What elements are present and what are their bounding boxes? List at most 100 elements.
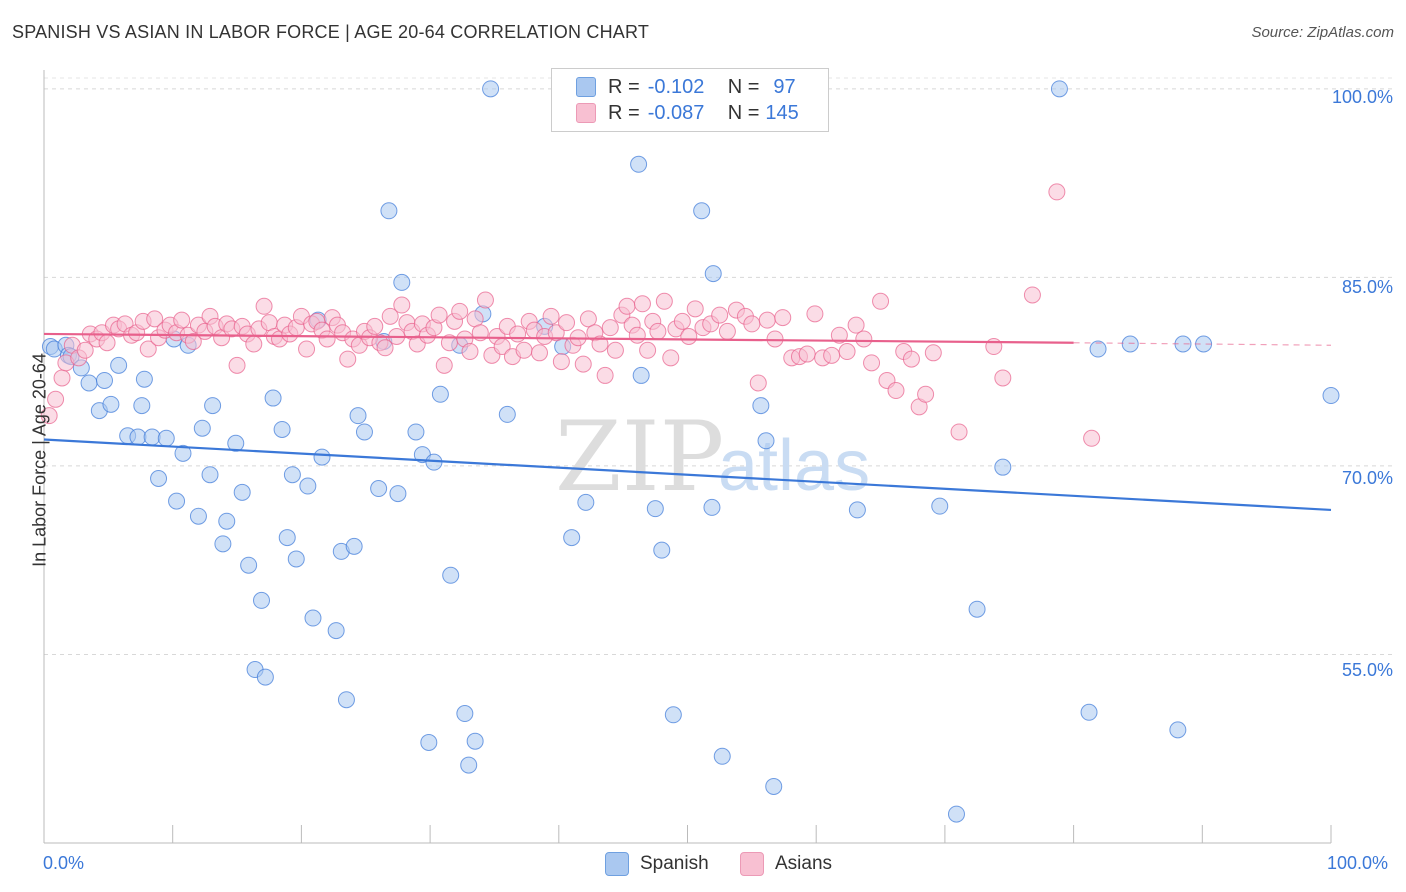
asian-point <box>924 344 942 362</box>
spanish-point <box>218 512 236 530</box>
asian-point <box>673 312 691 330</box>
asian-point <box>1048 183 1066 201</box>
spanish-point <box>304 609 322 627</box>
y-tick-label-85: 85.0% <box>1341 277 1393 297</box>
asian-point <box>430 306 448 324</box>
asian-point <box>774 309 792 327</box>
spanish-point <box>80 374 98 392</box>
asian-point <box>376 339 394 357</box>
trend-line-asians <box>43 332 1074 344</box>
spanish-point <box>380 202 398 220</box>
spanish-point <box>214 535 232 553</box>
asian-point <box>902 350 920 368</box>
asian-point <box>318 330 336 348</box>
asian-point <box>655 292 673 310</box>
asian-point <box>228 356 246 374</box>
asian-point <box>830 326 848 344</box>
r-label: R = <box>608 75 640 98</box>
spanish-point <box>193 419 211 437</box>
asians-legend-swatch <box>740 852 764 876</box>
asian-point <box>366 317 384 335</box>
asians-swatch <box>576 103 596 123</box>
stats-legend: R = -0.102 N = 97 R = -0.087 N = 145 <box>551 68 829 132</box>
asian-point <box>686 300 704 318</box>
asian-point <box>461 343 479 361</box>
asian-point <box>574 355 592 373</box>
asian-point <box>579 310 597 328</box>
spanish-point <box>653 541 671 559</box>
legend-label-spanish: Spanish <box>640 853 709 874</box>
asian-point <box>530 344 548 362</box>
spanish-point <box>133 397 151 415</box>
y-axis-label: In Labor Force | Age 20-64 <box>29 353 50 567</box>
asian-point <box>838 343 856 361</box>
asian-point <box>558 314 576 332</box>
asian-point <box>76 341 94 359</box>
spanish-point <box>968 600 986 618</box>
spanish-point <box>337 691 355 709</box>
spanish-point <box>646 500 664 518</box>
spanish-point <box>1089 340 1107 358</box>
spanish-point <box>287 550 305 568</box>
asian-point <box>435 356 453 374</box>
spanish-point <box>1121 335 1139 353</box>
spanish-point <box>693 202 711 220</box>
spanish-point <box>1169 721 1187 739</box>
trend-line-spanish <box>43 438 1332 512</box>
spanish-point <box>253 591 271 609</box>
spanish-point <box>1050 80 1068 98</box>
series-legend: Spanish Asians <box>0 852 1406 878</box>
spanish-points <box>41 80 1340 823</box>
spanish-point <box>157 429 175 447</box>
legend-item-spanish[interactable]: Spanish <box>605 852 709 876</box>
asian-point <box>711 306 729 324</box>
spanish-swatch <box>576 77 596 97</box>
asian-point <box>823 346 841 364</box>
spanish-point <box>143 428 161 446</box>
r-label: R = <box>608 101 640 124</box>
y-tick-label-70: 70.0% <box>1341 468 1393 488</box>
asian-point <box>547 324 565 342</box>
asian-point <box>649 322 667 340</box>
spanish-point <box>1322 387 1340 405</box>
n-label: N = <box>727 75 760 98</box>
spanish-point <box>283 466 301 484</box>
asian-point <box>476 291 494 309</box>
spanish-point <box>345 537 363 555</box>
asian-point <box>98 334 116 352</box>
spanish-point <box>632 366 650 384</box>
asian-point <box>381 307 399 325</box>
spanish-point <box>327 622 345 640</box>
asian-point <box>339 350 357 368</box>
asian-point <box>633 295 651 313</box>
r-value: -0.102 <box>647 75 705 98</box>
asian-point <box>863 354 881 372</box>
trend-lines <box>43 332 1332 512</box>
trend-line-asians-extension <box>1073 342 1332 346</box>
asian-point <box>628 326 646 344</box>
spanish-point <box>630 155 648 173</box>
spanish-point <box>370 480 388 498</box>
x-tick-label-min: 0.0% <box>43 853 85 873</box>
asian-point <box>806 305 824 323</box>
spanish-point <box>407 423 425 441</box>
spanish-point <box>713 747 731 765</box>
spanish-point <box>704 265 722 283</box>
asian-point <box>950 423 968 441</box>
asian-point <box>53 369 71 387</box>
spanish-point <box>765 777 783 795</box>
n-value: 97 <box>773 75 796 98</box>
spanish-point <box>227 434 245 452</box>
asian-point <box>887 382 905 400</box>
spanish-point <box>482 80 500 98</box>
spanish-point <box>168 492 186 510</box>
legend-item-asians[interactable]: Asians <box>740 852 832 876</box>
asian-point <box>766 330 784 348</box>
spanish-point <box>994 458 1012 476</box>
spanish-legend-swatch <box>605 852 629 876</box>
spanish-point <box>848 501 866 519</box>
n-value: 145 <box>765 101 799 124</box>
asian-point <box>758 311 776 329</box>
spanish-point <box>240 556 258 574</box>
